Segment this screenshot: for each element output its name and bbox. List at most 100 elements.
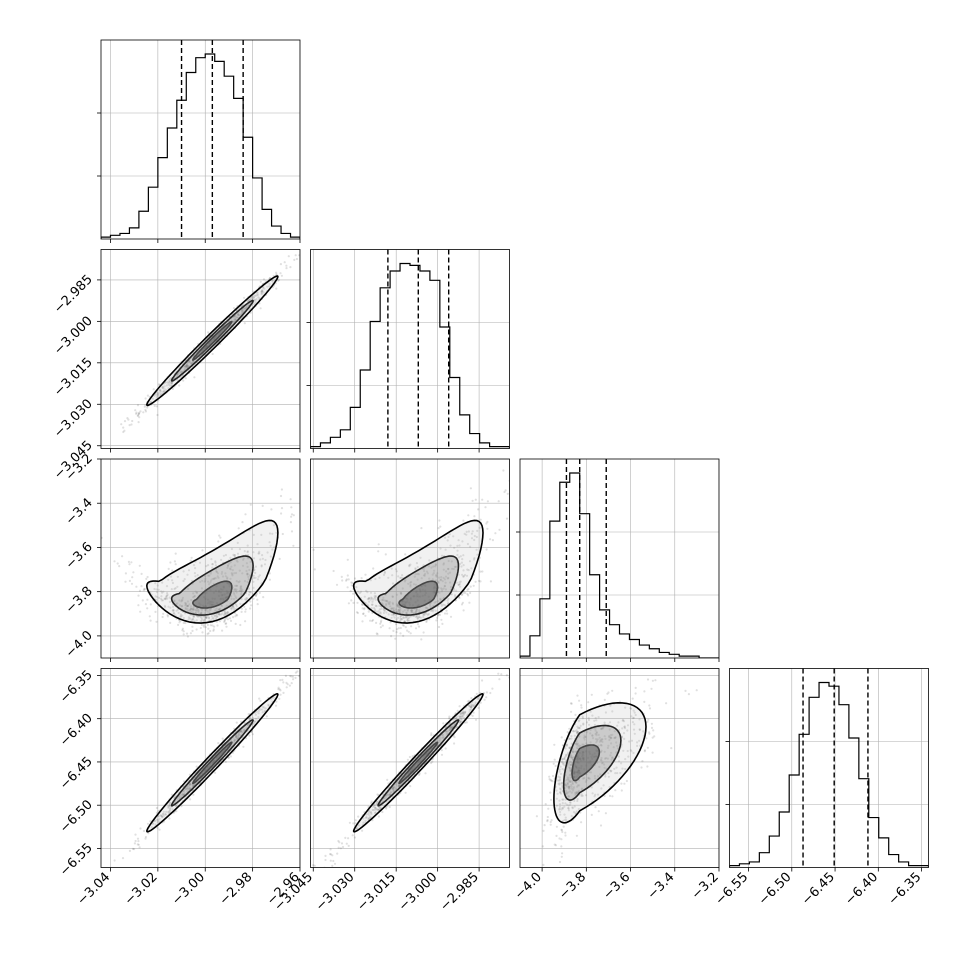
scatter-point xyxy=(363,608,366,611)
scatter-point xyxy=(564,783,567,786)
scatter-point xyxy=(392,788,395,791)
scatter-point xyxy=(369,810,372,814)
scatter-point xyxy=(235,737,239,740)
scatter-point xyxy=(233,738,236,741)
scatter-point xyxy=(189,605,193,608)
scatter-point xyxy=(453,736,456,739)
scatter-point xyxy=(578,784,581,787)
scatter-point xyxy=(261,289,264,293)
scatter-point xyxy=(473,538,476,542)
scatter-point xyxy=(137,421,140,424)
scatter-point xyxy=(124,572,127,575)
scatter-point xyxy=(595,731,599,734)
scatter-point xyxy=(258,591,261,595)
scatter-point xyxy=(184,787,187,790)
scatter-point xyxy=(236,614,239,617)
scatter-point xyxy=(473,557,476,560)
scatter-point xyxy=(235,721,238,724)
scatter-point xyxy=(277,686,280,689)
scatter-point xyxy=(565,791,568,794)
scatter-point xyxy=(140,585,143,588)
scatter-point xyxy=(638,718,641,721)
scatter-point xyxy=(135,412,138,415)
scatter-point xyxy=(188,603,191,606)
scatter-point xyxy=(232,318,235,321)
scatter-point xyxy=(585,721,589,724)
scatter-point xyxy=(337,839,340,843)
scatter-point xyxy=(233,555,236,559)
scatter-point xyxy=(434,564,438,567)
scatter-point xyxy=(486,500,489,503)
scatter-point xyxy=(463,573,467,577)
scatter-point xyxy=(210,615,213,618)
scatter-point xyxy=(567,778,570,782)
scatter-point xyxy=(438,591,441,594)
scatter-point xyxy=(441,622,444,626)
scatter-point xyxy=(134,839,137,843)
contour-line xyxy=(192,320,233,361)
scatter-point xyxy=(164,606,167,609)
scatter-point xyxy=(634,713,637,717)
scatter-point xyxy=(623,737,626,741)
scatter-point xyxy=(160,595,163,598)
scatter-point xyxy=(633,723,636,726)
scatter-point xyxy=(169,801,172,804)
scatter-point xyxy=(264,558,267,562)
scatter-point xyxy=(602,784,605,787)
scatter-point xyxy=(568,727,571,730)
scatter-point xyxy=(379,622,382,625)
scatter-point xyxy=(377,550,380,553)
scatter-point xyxy=(234,739,237,742)
scatter-point xyxy=(460,565,463,568)
scatter-point xyxy=(227,756,230,760)
scatter-point xyxy=(156,584,159,587)
scatter-point xyxy=(235,588,238,591)
scatter-point xyxy=(159,393,162,396)
scatter-point xyxy=(268,282,271,286)
scatter-point xyxy=(448,715,451,718)
scatter-point xyxy=(580,793,583,796)
scatter-point xyxy=(182,579,185,583)
scatter-point xyxy=(392,785,395,788)
scatter-point xyxy=(202,625,205,628)
scatter-point xyxy=(168,809,172,812)
scatter-point xyxy=(367,597,371,600)
scatter-point xyxy=(217,540,220,543)
scatter-point xyxy=(313,568,316,571)
x-tick-label: −4.0 xyxy=(512,870,545,903)
panel-3-3: −6.55 −6.50 −6.45 −6.40 −6.35 xyxy=(713,668,929,909)
scatter-point xyxy=(430,609,433,613)
scatter-point xyxy=(571,789,575,792)
scatter-point xyxy=(256,293,260,296)
scatter-point xyxy=(369,598,372,601)
scatter-point xyxy=(459,562,462,566)
scatter-point xyxy=(166,593,169,597)
scatter-point xyxy=(456,553,459,557)
scatter-point xyxy=(564,747,567,750)
scatter-point xyxy=(374,811,377,814)
scatter-point xyxy=(329,859,332,862)
scatter-point xyxy=(158,828,161,831)
scatter-point xyxy=(570,710,573,713)
scatter-point xyxy=(191,629,194,633)
scatter-point xyxy=(144,410,147,413)
scatter-point xyxy=(217,576,220,579)
scatter-point xyxy=(192,360,195,363)
panel-frame xyxy=(310,249,510,449)
y-tick-label: −2.985 xyxy=(51,272,96,317)
scatter-point xyxy=(413,575,416,578)
scatter-point xyxy=(261,504,264,507)
scatter-point xyxy=(229,606,232,610)
scatter-point xyxy=(449,726,452,729)
scatter-point xyxy=(225,604,228,607)
panel-1-1 xyxy=(306,249,510,453)
scatter-point xyxy=(234,734,237,737)
panel-content xyxy=(101,249,300,449)
scatter-point xyxy=(576,744,579,747)
scatter-point xyxy=(448,717,451,720)
scatter-point xyxy=(381,624,384,627)
scatter-point xyxy=(233,554,236,557)
scatter-point xyxy=(237,733,240,736)
scatter-point xyxy=(238,569,241,572)
scatter-point xyxy=(401,587,404,590)
